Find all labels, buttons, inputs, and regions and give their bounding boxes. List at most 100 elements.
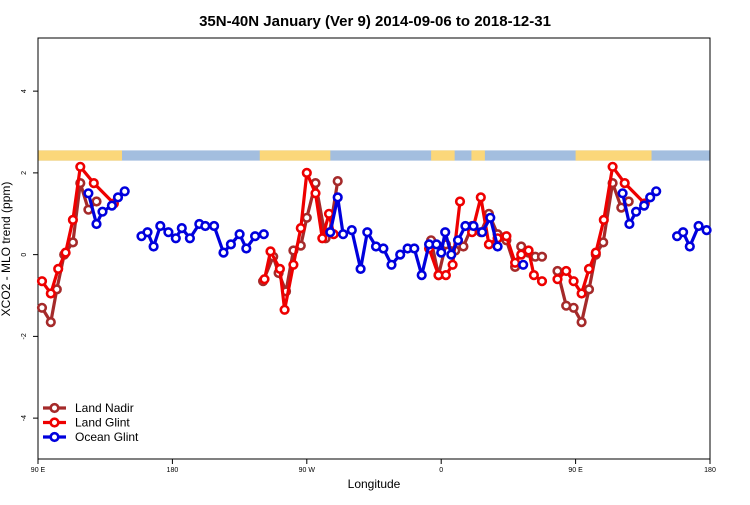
series-2-point-2-5 [362,227,373,238]
land-span-2 [431,150,455,161]
series-2-point-1-13 [234,229,245,240]
series-2-point-2-0 [325,227,336,238]
series-1-point-4-4 [583,263,595,275]
series-0-point-1-10 [332,176,343,187]
series-0-point-4-0 [552,265,563,277]
series-2-point-5-3 [693,220,704,232]
series-1-point-4-6 [598,214,609,225]
plot-frame [37,37,711,460]
series-0-point-4-2 [568,302,579,313]
x-tick-label-0: 90 E [31,467,46,474]
series-2-point-0-5 [119,186,130,197]
series-2-point-5-4 [701,225,712,236]
series-1-point-1-6 [301,167,312,178]
series-1-point-0-6 [88,178,99,189]
series-2-point-2-20 [468,220,479,232]
series-1-point-3-2 [483,239,495,250]
series-2-point-1-1 [142,227,153,238]
series-1-line-4 [556,165,646,296]
series-2-point-1-9 [200,220,211,232]
series-0-point-0-7 [91,196,102,207]
land-span-3 [471,150,485,161]
series-1-line-0 [40,165,116,296]
land-span-1 [259,150,331,161]
series-1-point-4-8 [619,178,630,189]
y-tick-label-1: -2 [21,333,28,339]
series-2-point-2-1 [332,192,343,203]
series-2-point-2-12 [416,270,427,281]
series-2-point-1-12 [225,239,236,250]
series-1-point-3-1 [475,192,486,203]
series-1-point-1-1 [265,246,276,257]
series-1-point-2-3 [447,259,458,270]
series-1-point-3-4 [501,231,512,242]
series-2-point-2-23 [492,241,503,252]
series-1-point-4-3 [576,288,587,299]
series-2-point-2-11 [409,243,420,254]
series-2-point-1-3 [155,220,166,232]
series-2-point-1-7 [184,233,195,244]
series-1-point-4-7 [607,161,618,172]
series-1-point-2-2 [440,270,452,281]
x-tick-label-3: 0 [439,467,443,474]
series-2 [83,186,712,281]
series-2-point-2-22 [485,212,496,223]
series-1-point-3-7 [523,245,534,256]
series-1-point-1-4 [288,259,299,270]
chart-title: 35N-40N January (Ver 9) 2014-09-06 to 20… [199,13,551,30]
series-0-point-3-10 [536,251,548,262]
x-tick-label-5: 180 [704,467,716,474]
series-1-point-3-8 [528,270,540,281]
series-0-point-0-0 [36,302,48,313]
series-2-point-1-11 [218,247,229,258]
series-1-point-0-4 [67,214,78,225]
series-1-point-0-0 [36,276,48,287]
series-1-point-4-0 [552,274,563,285]
series-1-point-0-2 [53,263,64,275]
series-0-point-4-4 [583,284,595,295]
series-2-point-0-3 [106,200,117,211]
series-1-line-3 [470,195,543,283]
series-2-point-4-0 [617,188,628,199]
series-1-point-1-9 [323,208,335,219]
series-2-point-4-3 [638,200,650,211]
series-2-point-1-6 [176,223,187,234]
series-1-point-3-9 [536,276,548,287]
series-2-point-0-0 [83,188,94,199]
series-1-point-1-2 [274,263,286,275]
series-2-point-0-4 [112,192,124,203]
x-tick-label-1: 180 [167,467,179,474]
series-1-point-4-2 [568,276,579,287]
legend-marker-2 [49,431,60,443]
series-1-point-1-7 [310,188,321,199]
series-2-point-2-19 [460,220,471,232]
series-0-point-3-0 [458,241,469,252]
series-2-point-0-2 [97,206,108,217]
series-2-point-1-5 [170,233,181,244]
series-layer [36,161,712,328]
axes: 90 E 180 90 W 0 90 E 180 -4 -2 0 2 4 [21,89,716,474]
series-2-point-2-3 [346,225,357,236]
series-2-point-4-2 [630,206,642,217]
land-span-4 [575,150,652,161]
series-2-point-2-21 [477,227,488,238]
series-2-point-4-1 [624,218,635,230]
series-2-point-0-1 [91,218,102,230]
land-span-0 [38,150,122,161]
series-1-point-3-6 [516,249,527,260]
series-2-point-5-2 [684,241,695,252]
series-2-point-2-15 [436,247,447,258]
series-2-point-1-15 [250,231,261,242]
series-1-point-1-3 [279,304,290,315]
legend-marker-0 [49,402,60,414]
series-2-point-2-14 [431,239,442,250]
series-2-point-2-8 [386,259,397,270]
y-tick-label-3: 2 [21,171,28,175]
series-0-point-0-4 [67,237,78,248]
y-axis-label: XCO2 - MLO trend (ppm) [0,182,13,317]
series-1-point-0-1 [45,288,56,299]
series-1-point-0-3 [60,247,71,258]
